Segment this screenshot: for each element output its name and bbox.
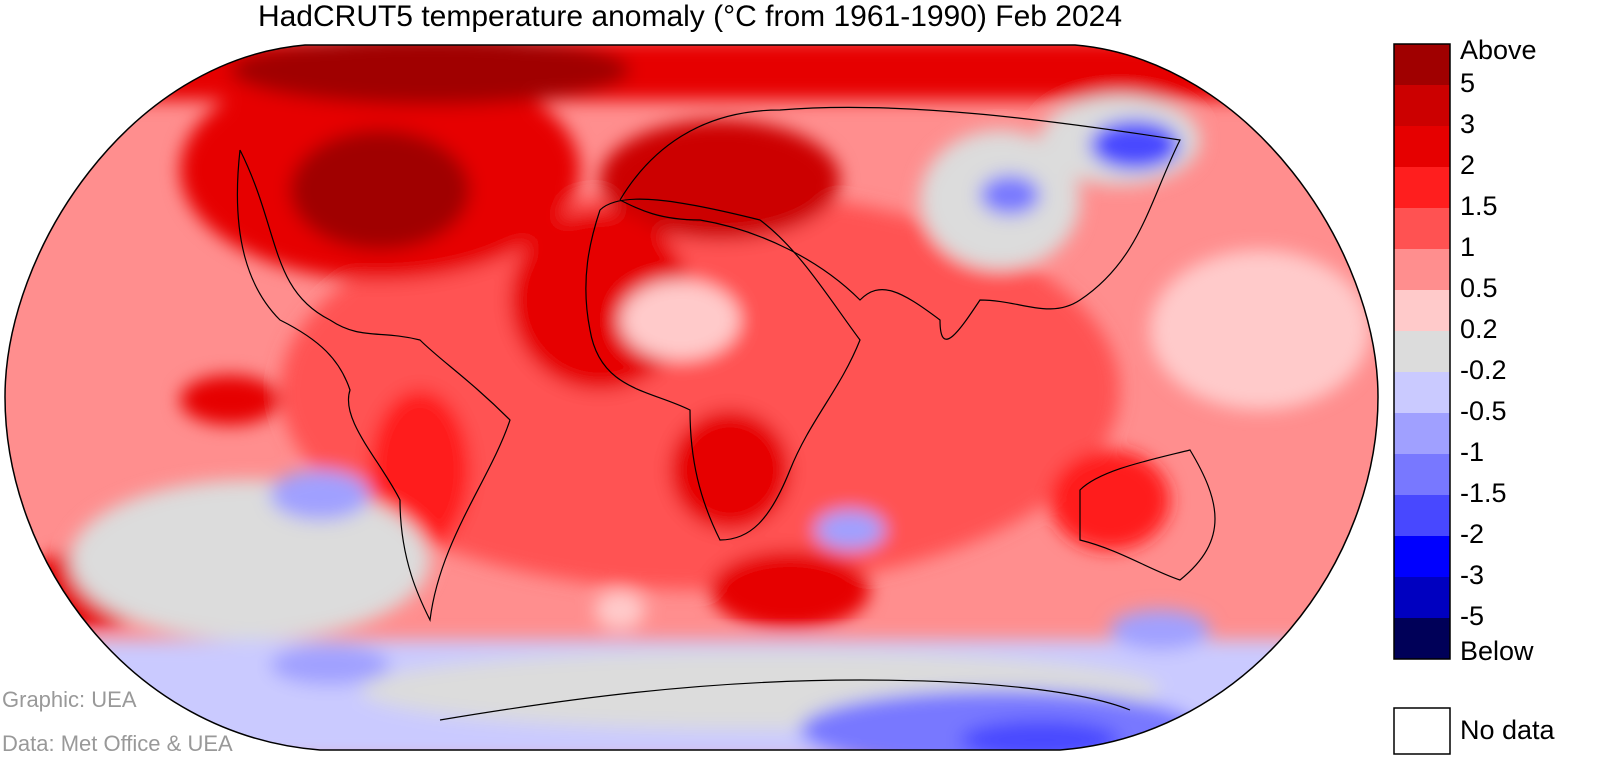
legend-swatch xyxy=(1394,126,1450,167)
legend-label: -1 xyxy=(1460,437,1484,467)
legend-label: -5 xyxy=(1460,601,1484,631)
legend-label: -0.5 xyxy=(1460,396,1507,426)
legend-swatch xyxy=(1394,618,1450,659)
legend-label: 1.5 xyxy=(1460,191,1498,221)
legend-frame xyxy=(1393,43,1451,660)
legend-label: 1 xyxy=(1460,232,1475,262)
no-data-label: No data xyxy=(1460,715,1556,745)
legend-label: -3 xyxy=(1460,560,1484,590)
legend-swatch xyxy=(1394,44,1450,85)
anomaly-map xyxy=(5,45,1378,750)
legend-label: -1.5 xyxy=(1460,478,1507,508)
legend-swatch xyxy=(1394,167,1450,208)
data-credit: Data: Met Office & UEA xyxy=(2,731,233,756)
legend-label: Below xyxy=(1460,636,1534,666)
legend-swatch xyxy=(1394,208,1450,249)
coastlines xyxy=(236,106,1216,721)
legend-swatch xyxy=(1394,290,1450,331)
no-data-swatch xyxy=(1393,707,1451,755)
legend-swatch xyxy=(1394,85,1450,126)
legend-swatch xyxy=(1394,454,1450,495)
graphic-credit: Graphic: UEA xyxy=(2,687,137,712)
legend-label: 3 xyxy=(1460,109,1475,139)
legend-swatch xyxy=(1394,495,1450,536)
legend-swatch xyxy=(1394,372,1450,413)
legend-label: 2 xyxy=(1460,150,1475,180)
legend-label: 0.2 xyxy=(1460,314,1498,344)
legend-swatch xyxy=(1394,249,1450,290)
map-title: HadCRUT5 temperature anomaly (°C from 19… xyxy=(258,0,1122,33)
legend-label: Above xyxy=(1460,35,1537,65)
legend-label: 0.5 xyxy=(1460,273,1498,303)
legend-swatch xyxy=(1394,331,1450,372)
legend-swatch xyxy=(1394,536,1450,577)
map-outline xyxy=(4,44,1379,751)
legend-swatch xyxy=(1394,413,1450,454)
legend-label: -2 xyxy=(1460,519,1484,549)
legend-label: 5 xyxy=(1460,68,1475,98)
legend-label: -0.2 xyxy=(1460,355,1507,385)
legend-swatch xyxy=(1394,577,1450,618)
